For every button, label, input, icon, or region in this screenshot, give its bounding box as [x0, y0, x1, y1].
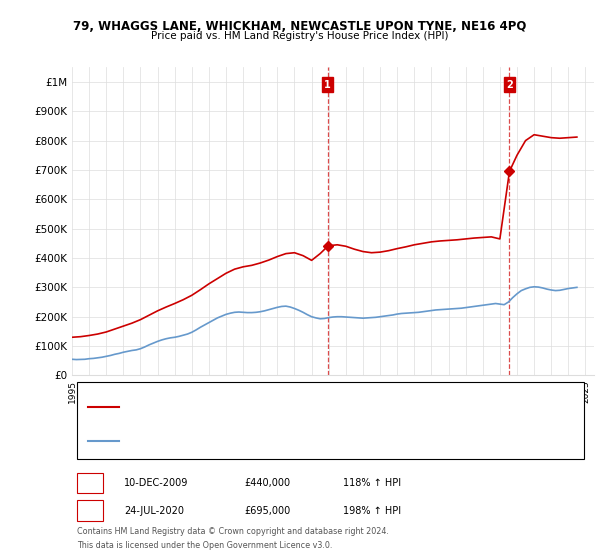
Text: 1: 1 [325, 80, 331, 90]
Text: 79, WHAGGS LANE, WHICKHAM, NEWCASTLE UPON TYNE, NE16 4PQ (detached house): 79, WHAGGS LANE, WHICKHAM, NEWCASTLE UPO… [130, 402, 504, 411]
Text: This data is licensed under the Open Government Licence v3.0.: This data is licensed under the Open Gov… [77, 541, 332, 550]
Text: 2: 2 [506, 80, 513, 90]
FancyBboxPatch shape [77, 473, 103, 493]
Text: £695,000: £695,000 [244, 506, 290, 516]
Text: Contains HM Land Registry data © Crown copyright and database right 2024.: Contains HM Land Registry data © Crown c… [77, 527, 389, 536]
Text: HPI: Average price, detached house, Gateshead: HPI: Average price, detached house, Gate… [130, 437, 336, 446]
Text: 198% ↑ HPI: 198% ↑ HPI [343, 506, 401, 516]
Text: 1: 1 [87, 478, 94, 488]
Text: Price paid vs. HM Land Registry's House Price Index (HPI): Price paid vs. HM Land Registry's House … [151, 31, 449, 41]
Text: 10-DEC-2009: 10-DEC-2009 [124, 478, 188, 488]
FancyBboxPatch shape [77, 500, 103, 521]
Text: 79, WHAGGS LANE, WHICKHAM, NEWCASTLE UPON TYNE, NE16 4PQ: 79, WHAGGS LANE, WHICKHAM, NEWCASTLE UPO… [73, 20, 527, 32]
Text: 24-JUL-2020: 24-JUL-2020 [124, 506, 184, 516]
Text: 2: 2 [87, 506, 94, 516]
Text: £440,000: £440,000 [244, 478, 290, 488]
Text: 118% ↑ HPI: 118% ↑ HPI [343, 478, 401, 488]
FancyBboxPatch shape [77, 382, 584, 459]
